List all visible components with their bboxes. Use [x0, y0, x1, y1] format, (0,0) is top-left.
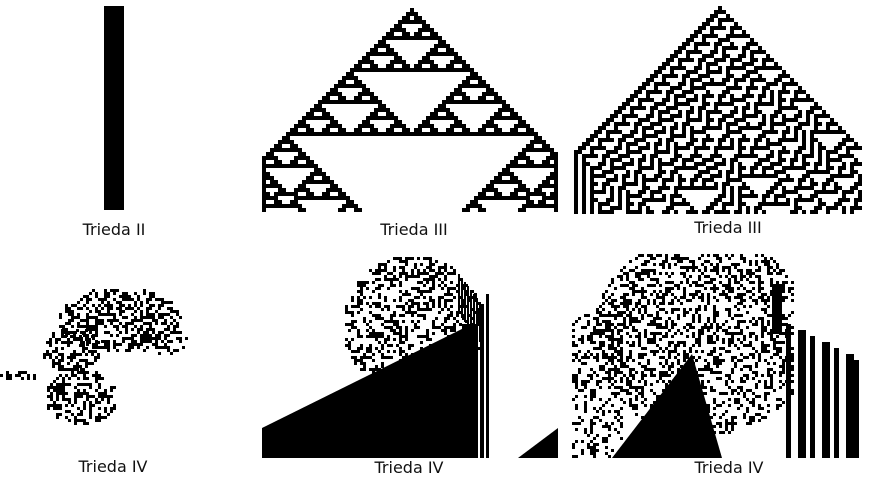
automaton-image-class-4-diagonal [262, 254, 558, 458]
automaton-image-class-4-blob [0, 278, 196, 428]
caption-class-4-stripes: Trieda IV [694, 458, 764, 477]
caption-class-4-blob: Trieda IV [78, 457, 148, 476]
automaton-image-class-2 [100, 6, 128, 210]
automaton-canvas-class-2 [100, 6, 128, 210]
automaton-canvas-class-4-blob [0, 278, 196, 428]
automaton-canvas-class-3-sierpinski [262, 8, 558, 212]
automaton-canvas-class-4-diagonal [262, 254, 558, 458]
caption-class-2: Trieda II [82, 220, 146, 239]
caption-class-3-sierpinski: Trieda III [380, 220, 448, 239]
automaton-image-class-3-random [574, 6, 864, 214]
caption-class-3-random: Trieda III [694, 218, 762, 237]
automaton-canvas-class-4-stripes [572, 254, 862, 458]
automaton-canvas-class-3-random [574, 6, 864, 214]
automaton-image-class-3-sierpinski [262, 8, 558, 212]
caption-class-4-diagonal: Trieda IV [374, 458, 444, 477]
automaton-image-class-4-stripes [572, 254, 862, 458]
